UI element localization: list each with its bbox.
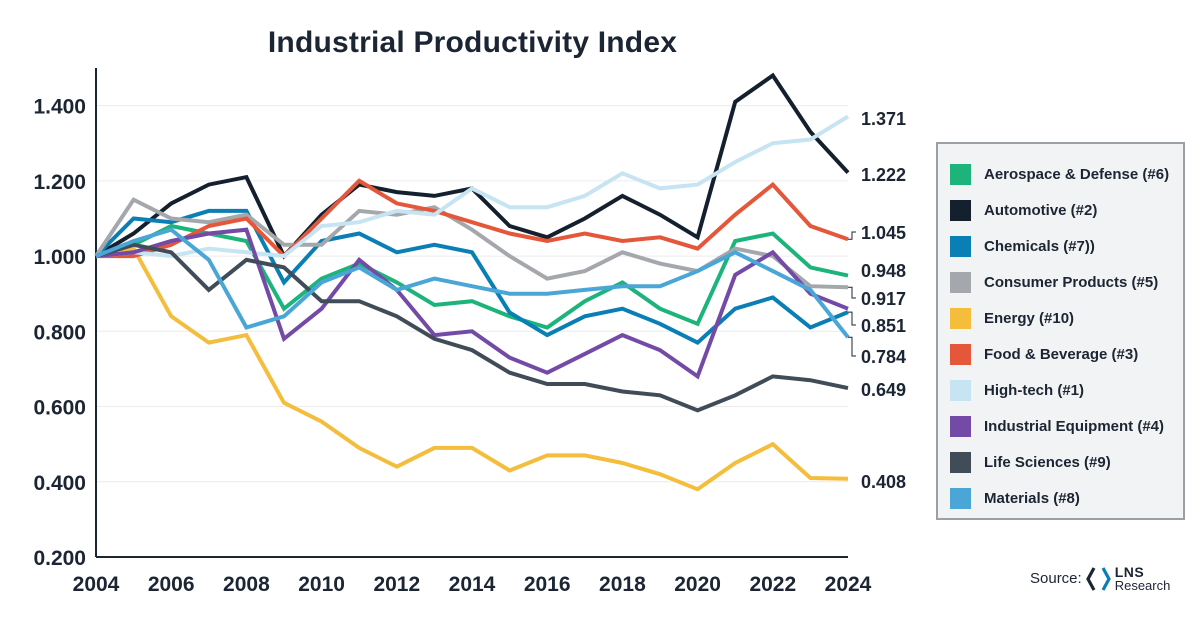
- end-value-label: 0.649: [861, 380, 906, 400]
- legend-swatch: [950, 199, 971, 221]
- legend-label: Chemicals (#7)): [984, 237, 1095, 255]
- y-tick-label: 1.200: [33, 171, 86, 194]
- legend-swatch: [950, 379, 971, 401]
- legend-label: Automotive (#2): [984, 201, 1098, 219]
- source-credit: Source: LNS Research: [1030, 565, 1170, 592]
- legend-swatch: [950, 235, 971, 257]
- y-tick-label: 0.600: [33, 397, 86, 420]
- end-value-label: 0.851: [861, 316, 906, 336]
- end-value-label: 0.784: [861, 347, 906, 367]
- series-line: [95, 114, 850, 259]
- legend-label: Energy (#10): [984, 309, 1075, 327]
- series-line: [94, 197, 849, 290]
- legend-item: Materials (#8): [950, 480, 1183, 516]
- legend-swatch: [950, 343, 971, 365]
- end-value-label: 1.222: [861, 165, 906, 185]
- end-value-label: 1.045: [861, 223, 906, 243]
- legend-item: Aerospace & Defense (#6): [950, 156, 1183, 192]
- legend-label: Consumer Products (#5): [984, 273, 1159, 291]
- y-tick-label: 1.000: [33, 246, 86, 269]
- legend-label: Food & Beverage (#3): [984, 345, 1139, 363]
- legend-item: Industrial Equipment (#4): [950, 408, 1183, 444]
- series-line: [95, 223, 849, 330]
- legend-item: Life Sciences (#9): [950, 444, 1183, 480]
- series-line: [95, 227, 849, 380]
- legend-label: Life Sciences (#9): [984, 453, 1111, 471]
- legend-item: Food & Beverage (#3): [950, 336, 1183, 372]
- legend-swatch: [950, 415, 971, 437]
- legend-item: Automotive (#2): [950, 192, 1183, 228]
- legend-label: High-tech (#1): [984, 381, 1085, 399]
- end-label-connector: [848, 286, 856, 299]
- end-value-label: 0.408: [861, 472, 906, 492]
- x-tick-label: 2014: [449, 573, 496, 596]
- legend-swatch: [950, 487, 971, 509]
- legend-label: Aerospace & Defense (#6): [984, 165, 1170, 183]
- legend-item: Chemicals (#7)): [950, 228, 1183, 264]
- end-label-connector: [848, 311, 856, 326]
- series-line: [94, 208, 849, 345]
- end-value-label: 1.371: [861, 109, 906, 129]
- lns-brand-name: LNS: [1114, 564, 1145, 580]
- series-line: [95, 227, 850, 339]
- legend-label: Materials (#8): [984, 489, 1080, 507]
- legend-item: High-tech (#1): [950, 372, 1183, 408]
- end-value-label: 0.948: [861, 261, 906, 281]
- chart-title: Industrial Productivity Index: [267, 26, 678, 59]
- legend-item: Consumer Products (#5): [950, 264, 1183, 300]
- x-tick-label: 2010: [298, 573, 345, 596]
- x-tick-label: 2022: [749, 573, 796, 596]
- y-tick-label: 0.400: [33, 472, 86, 495]
- series-line: [95, 246, 849, 492]
- x-tick-label: 2004: [73, 573, 120, 596]
- legend-swatch: [950, 307, 971, 329]
- x-tick-label: 2012: [373, 573, 420, 596]
- x-tick-label: 2008: [223, 573, 270, 596]
- legend: Aerospace & Defense (#6) Automotive (#2) C…: [936, 142, 1185, 520]
- end-value-label: 0.917: [861, 289, 906, 309]
- y-tick-label: 0.800: [33, 321, 86, 344]
- lns-brand-sub: Research: [1114, 578, 1171, 593]
- y-tick-label: 0.200: [33, 547, 86, 570]
- hexagon-logo-icon: [1085, 566, 1111, 591]
- series-line: [96, 178, 849, 259]
- x-tick-label: 2020: [674, 573, 721, 596]
- legend-label: Industrial Equipment (#4): [984, 417, 1165, 435]
- line-chart: 0.200 0.400 0.600 0.800 1.000 1.200 1.400 2004 2…: [33, 68, 906, 596]
- legend-swatch: [950, 163, 971, 185]
- x-tick-label: 2016: [524, 573, 571, 596]
- source-label: Source:: [1030, 570, 1082, 587]
- x-tick-label: 2024: [825, 573, 872, 596]
- lns-logo: LNS Research: [1085, 564, 1171, 593]
- end-label-connector: [848, 336, 856, 357]
- legend-swatch: [950, 451, 971, 473]
- x-tick-label: 2018: [599, 573, 646, 596]
- legend-item: Energy (#10): [950, 300, 1183, 336]
- end-label-connector: [848, 231, 856, 240]
- series-line: [95, 242, 849, 413]
- legend-swatch: [950, 271, 971, 293]
- x-tick-label: 2006: [148, 573, 195, 596]
- y-tick-label: 1.400: [33, 96, 86, 119]
